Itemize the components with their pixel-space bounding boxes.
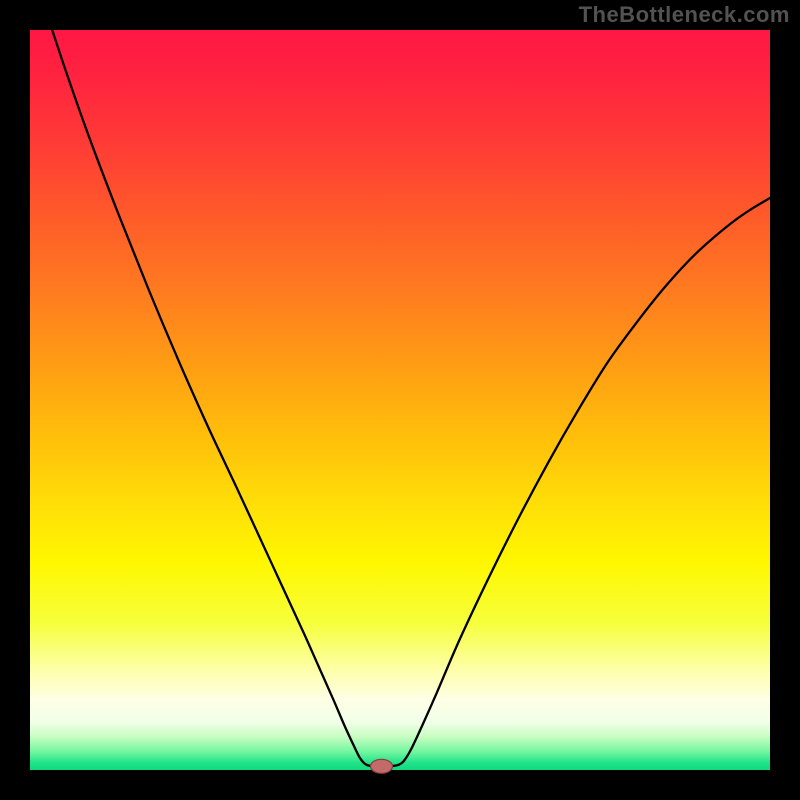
- optimum-marker: [371, 759, 393, 773]
- watermark-text: TheBottleneck.com: [579, 2, 790, 28]
- chart-svg: [0, 0, 800, 800]
- chart-stage: TheBottleneck.com: [0, 0, 800, 800]
- plot-background: [30, 30, 770, 770]
